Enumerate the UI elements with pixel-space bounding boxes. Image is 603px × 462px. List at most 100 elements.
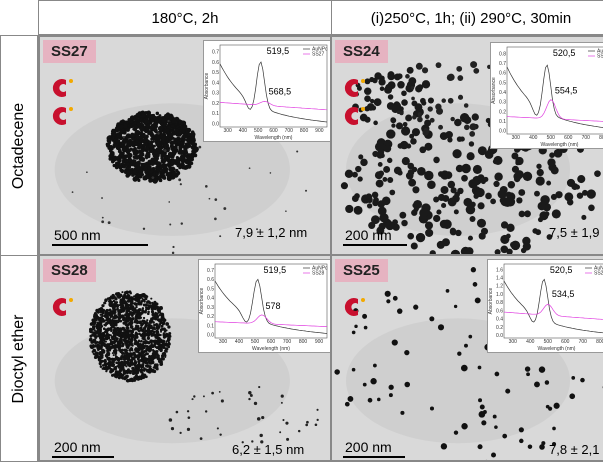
particle — [92, 319, 95, 322]
particle — [473, 282, 478, 287]
particle — [164, 165, 167, 168]
particle — [131, 173, 135, 177]
particle — [117, 309, 119, 311]
particle — [346, 205, 353, 212]
particle — [92, 346, 94, 348]
particle — [125, 135, 129, 139]
particle — [114, 308, 117, 311]
particle — [112, 152, 115, 155]
y-tick-label: 1.2 — [496, 284, 503, 290]
y-tick-label: 1.4 — [496, 275, 503, 281]
particle — [427, 180, 436, 189]
particle — [118, 347, 121, 350]
particle — [146, 361, 149, 364]
legend-label: SS27 — [312, 52, 324, 58]
x-tick-label: 400 — [235, 339, 244, 345]
particle — [345, 170, 353, 178]
particle — [475, 298, 481, 304]
x-tick-label: 600 — [564, 135, 573, 141]
legend-label: SS28 — [312, 271, 324, 277]
particle — [130, 299, 133, 302]
particle — [515, 170, 524, 179]
particle — [177, 164, 180, 167]
particle — [135, 320, 139, 324]
particle — [187, 164, 192, 169]
particle — [416, 233, 425, 242]
particle — [472, 113, 479, 120]
particle — [348, 396, 354, 402]
row-label: Octadecene — [10, 102, 28, 188]
x-tick-label: 700 — [283, 339, 292, 345]
particle — [145, 135, 149, 139]
inset-spectrum: 3004005006007008009000.00.10.20.30.40.50… — [198, 259, 332, 353]
particle — [191, 398, 193, 400]
particle — [145, 295, 148, 298]
particle — [385, 291, 391, 297]
particle — [552, 209, 561, 218]
particle — [481, 228, 488, 235]
peak-label: 534,5 — [552, 289, 575, 299]
particle — [441, 186, 449, 194]
particle — [150, 326, 152, 328]
particle — [128, 352, 132, 356]
particle — [145, 119, 150, 124]
particle — [168, 201, 170, 203]
particle — [393, 296, 398, 301]
particle — [377, 200, 385, 208]
peak-label: 554,5 — [555, 85, 578, 95]
particle — [133, 307, 137, 311]
particle — [187, 428, 190, 431]
particle — [468, 179, 477, 188]
particle — [140, 330, 142, 332]
particle — [259, 434, 262, 437]
particle — [248, 391, 251, 394]
particle — [115, 162, 119, 166]
particle — [412, 115, 416, 119]
particle — [133, 313, 135, 315]
particle — [464, 344, 468, 348]
inset-spectrum: 3004005006007008000.00.20.40.60.81.01.21… — [487, 259, 603, 353]
particle — [363, 383, 367, 387]
particle — [134, 334, 137, 337]
particle — [150, 162, 154, 166]
particle — [436, 210, 441, 215]
particle — [152, 176, 155, 179]
y-axis-label: Absorbance — [199, 287, 205, 314]
particle — [135, 153, 138, 156]
particle — [151, 124, 156, 129]
particle — [135, 332, 137, 334]
particle — [148, 350, 151, 353]
particle — [316, 409, 318, 411]
particle — [254, 402, 257, 405]
particle — [433, 157, 440, 164]
particle — [430, 406, 434, 410]
x-tick-label: 300 — [509, 339, 518, 345]
particle — [493, 181, 499, 187]
particle — [148, 355, 151, 358]
particle — [412, 186, 419, 193]
particle — [508, 224, 514, 230]
y-tick-label: 0.5 — [212, 70, 219, 76]
particle — [159, 348, 162, 351]
particle — [101, 197, 103, 199]
x-tick-label: 700 — [285, 128, 294, 134]
particle — [403, 122, 408, 127]
particle — [143, 294, 145, 296]
particle — [521, 248, 526, 253]
particle — [143, 228, 145, 230]
particle — [187, 157, 191, 161]
particle — [150, 322, 152, 324]
particle — [143, 177, 147, 181]
particle — [174, 145, 178, 149]
particle — [132, 356, 134, 358]
particle — [131, 321, 134, 324]
particle — [111, 321, 114, 324]
particle — [168, 333, 170, 335]
particle — [261, 416, 264, 419]
particle — [156, 112, 159, 115]
particle — [125, 323, 128, 326]
inset-spectrum: 3004005006007008000.00.10.20.30.40.50.60… — [490, 42, 603, 149]
particle — [139, 157, 144, 162]
particle — [156, 135, 161, 140]
particle — [111, 337, 114, 340]
